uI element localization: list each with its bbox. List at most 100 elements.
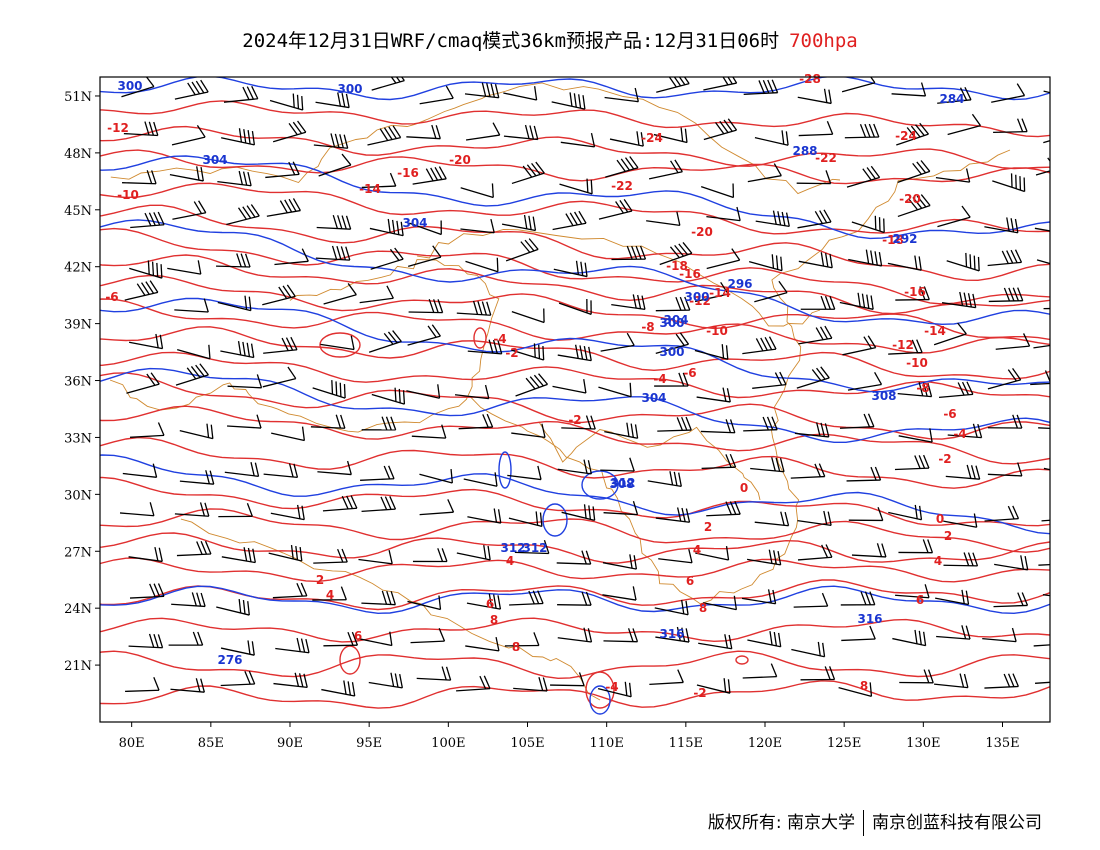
- temperature-isoline: [100, 274, 1050, 341]
- height-label: 304: [641, 391, 666, 405]
- temperature-isoline: [100, 680, 1050, 709]
- wind-barb: [122, 463, 158, 478]
- height-label: 300: [659, 316, 684, 330]
- wind-barb: [839, 413, 875, 429]
- lat-tick-label: 33N: [64, 431, 92, 446]
- wind-barb: [174, 298, 209, 313]
- wind-barb: [266, 198, 301, 217]
- wind-barb: [272, 120, 307, 143]
- wind-barb: [797, 88, 832, 105]
- wind-barb: [272, 582, 308, 599]
- wind-barb: [749, 254, 783, 272]
- wind-barb: [505, 238, 539, 262]
- wind-barb: [456, 545, 491, 561]
- wind-barb: [217, 170, 252, 187]
- wind-barb: [553, 260, 588, 278]
- wind-barb: [560, 133, 596, 148]
- temperature-isoline: [100, 149, 1050, 185]
- wind-barb: [647, 471, 682, 488]
- wind-barb: [552, 210, 587, 231]
- wind-barb: [896, 122, 929, 146]
- wind-barb: [503, 86, 538, 101]
- wind-barb: [1043, 90, 1050, 94]
- temperature-isoline: [100, 532, 1050, 564]
- boundary-line: [417, 229, 821, 327]
- temperature-isoline: [100, 182, 1050, 235]
- wind-barb: [1036, 259, 1050, 265]
- boundary-line: [109, 259, 500, 433]
- lat-tick-label: 51N: [64, 90, 92, 105]
- wind-barb: [465, 257, 499, 273]
- wind-barb: [694, 344, 729, 360]
- wind-barb: [511, 423, 546, 439]
- height-label: 304: [202, 153, 227, 167]
- wind-barb: [700, 183, 735, 199]
- temperature-label: -2: [568, 413, 581, 427]
- temperature-label: 4: [326, 588, 334, 602]
- wind-barb: [754, 280, 788, 303]
- wind-barb: [656, 77, 690, 93]
- height-label: 284: [939, 92, 964, 106]
- height-closed-contour: [589, 685, 611, 715]
- wind-barb: [935, 168, 971, 183]
- wind-barb: [1038, 564, 1050, 566]
- wind-barb: [994, 555, 1029, 571]
- wind-barb: [504, 632, 540, 647]
- wind-barb: [703, 77, 738, 91]
- wind-barb: [706, 206, 741, 222]
- lon-tick-label: 115E: [669, 736, 703, 751]
- wind-barb: [1035, 157, 1050, 176]
- temperature-label: -2: [505, 346, 518, 360]
- temperature-label: -12: [107, 121, 129, 135]
- wind-barb: [696, 387, 731, 403]
- temperature-label: 6: [486, 597, 494, 611]
- lon-tick-label: 110E: [590, 736, 624, 751]
- temperature-label: -22: [815, 151, 837, 165]
- wind-barb: [511, 308, 545, 324]
- wind-barb: [747, 163, 782, 183]
- isoline-labels: -12-10 -14-16-20-24-22-20-18-16-14-12-10-…: [105, 72, 966, 700]
- wind-barb: [557, 344, 592, 362]
- wind-barb: [274, 248, 309, 266]
- temperature-label: 6: [686, 574, 694, 588]
- wind-barb: [790, 463, 826, 479]
- wind-barb: [838, 682, 873, 697]
- wind-barb: [322, 495, 358, 512]
- wind-barb: [797, 544, 833, 561]
- temperature-isoline: [100, 372, 1050, 440]
- height-label: 308: [871, 389, 896, 403]
- wind-barb: [839, 292, 874, 310]
- wind-barb: [125, 677, 160, 693]
- title-main: 2024年12月31日WRF/cmaq模式36km预报产品:12月31日06时: [242, 30, 780, 52]
- wind-barb: [604, 87, 639, 103]
- wind-barb: [409, 220, 442, 236]
- temperature-label: 0: [936, 512, 944, 526]
- wind-barb: [648, 159, 683, 180]
- wind-barb: [945, 464, 981, 480]
- wind-barb: [602, 586, 637, 601]
- lon-tick-label: 135E: [985, 736, 1019, 751]
- wind-barb: [556, 550, 592, 565]
- temperature-label: 4: [934, 554, 942, 568]
- wind-barb: [798, 252, 833, 269]
- wind-barb: [358, 631, 393, 647]
- wind-barb: [1034, 681, 1050, 684]
- height-label: 312: [500, 541, 525, 555]
- wind-barb: [407, 324, 441, 346]
- wind-barb: [603, 628, 639, 643]
- wind-barb: [702, 595, 738, 611]
- wind-barb: [750, 457, 785, 473]
- height-label: 304: [402, 216, 427, 230]
- wind-barb: [947, 113, 982, 136]
- wind-barb: [412, 548, 448, 563]
- wind-barb: [321, 680, 356, 697]
- lon-tick-label: 85E: [198, 736, 224, 751]
- wind-barb: [368, 672, 403, 689]
- temperature-label: -8: [641, 320, 654, 334]
- wind-barb: [220, 640, 255, 656]
- temperature-label: -16: [397, 166, 419, 180]
- temperature-label: 6: [916, 593, 924, 607]
- temperature-isoline: [100, 298, 1050, 354]
- temperature-label: -18: [882, 233, 904, 247]
- temperature-label: -4: [653, 372, 666, 386]
